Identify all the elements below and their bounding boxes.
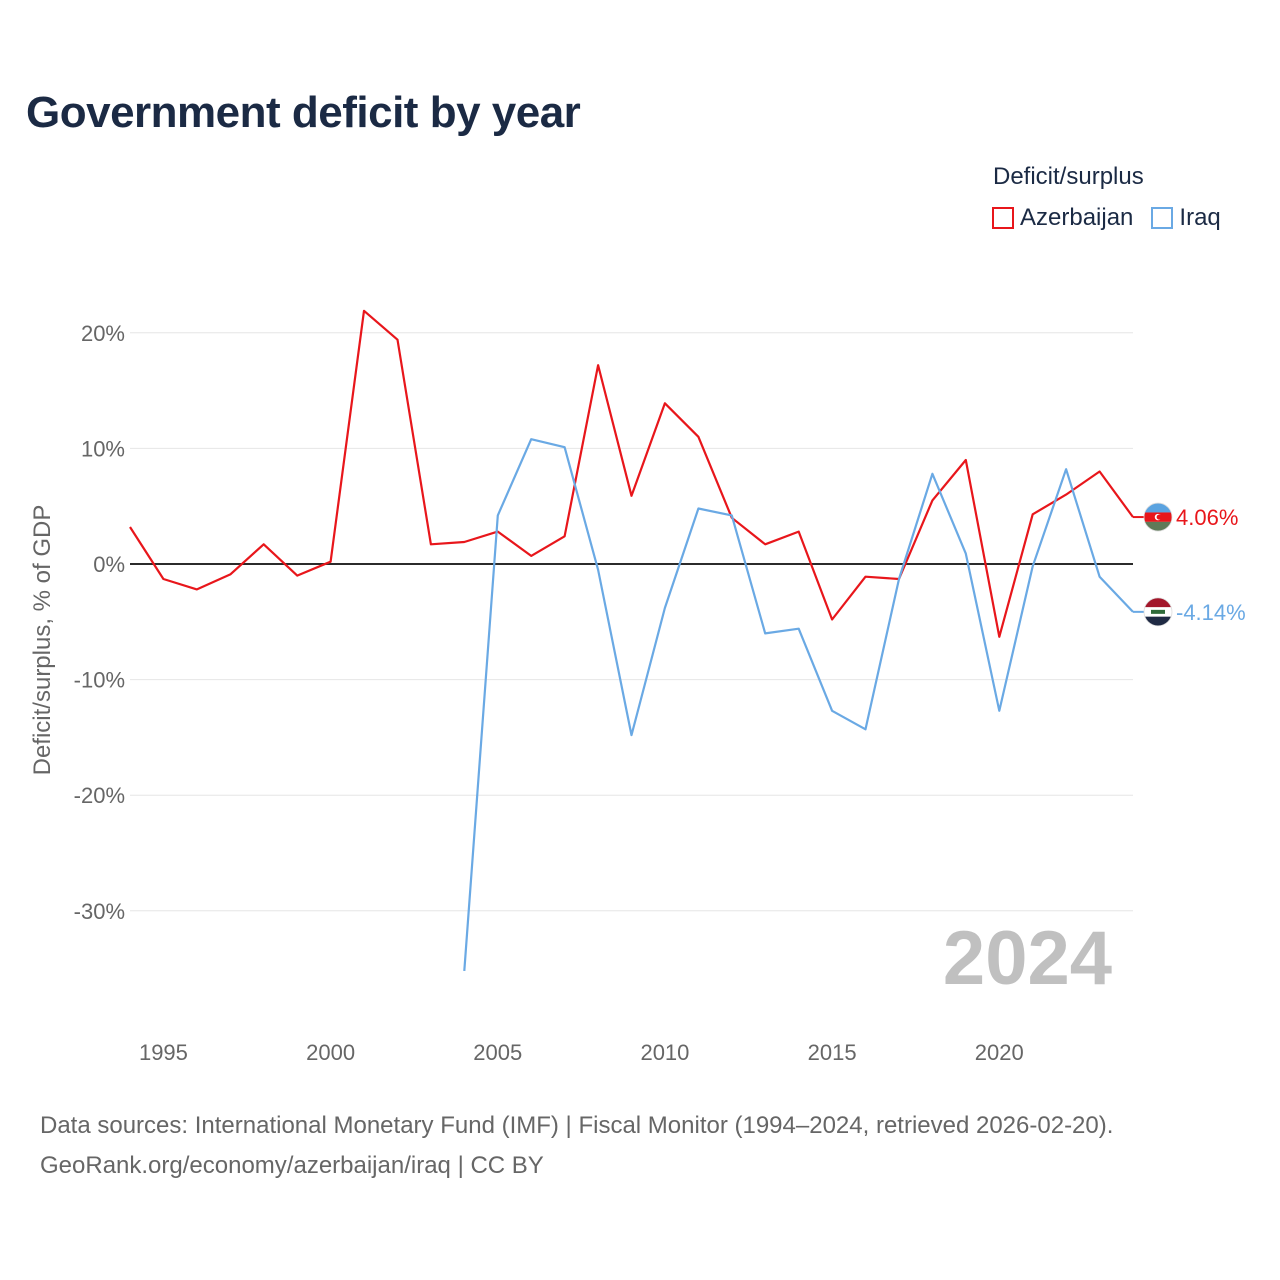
flag-stripes — [1144, 597, 1172, 626]
attribution-link[interactable]: GeoRank.org/economy/azerbaijan/iraq | CC… — [40, 1152, 544, 1179]
y-tick-label: -10% — [74, 668, 125, 693]
watermark-year: 2024 — [943, 916, 1112, 1001]
flag-crescent-cut — [1156, 514, 1162, 520]
chart-title: Government deficit by year — [26, 88, 581, 137]
legend-item-azerbaijan[interactable]: Azerbaijan — [992, 204, 1133, 232]
y-tick-label: 10% — [81, 436, 125, 461]
azerbaijan-flag-icon — [1143, 502, 1173, 532]
flag-stripe-black — [1144, 616, 1172, 626]
flag-stripe-blue — [1144, 503, 1172, 513]
flag-border — [1143, 502, 1173, 532]
legend: Azerbaijan Iraq — [992, 204, 1221, 232]
legend-swatch-iraq — [1151, 207, 1174, 229]
y-tick-label: 20% — [81, 321, 125, 346]
end-value-label-iraq: -4.14% — [1176, 600, 1246, 625]
legend-item-iraq[interactable]: Iraq — [1151, 204, 1221, 232]
flag-script — [1151, 609, 1165, 614]
y-axis-ticks: 20% 10% 0% -10% -20% -30% — [74, 321, 125, 924]
end-markers: 4.06% -4.14% — [1133, 502, 1246, 627]
flag-stripe-green — [1144, 521, 1172, 532]
gridlines — [130, 332, 1133, 912]
y-tick-label: -20% — [74, 783, 125, 808]
flag-stripes — [1144, 503, 1172, 532]
y-tick-label: -30% — [74, 899, 125, 924]
x-axis-ticks: 1995 2000 2005 2010 2015 2020 — [139, 1040, 1024, 1065]
data-series — [129, 309, 1134, 971]
y-tick-label: 0% — [93, 552, 125, 577]
data-source-text: Data sources: International Monetary Fun… — [40, 1112, 1114, 1139]
x-tick-label: 2015 — [808, 1040, 857, 1065]
legend-label-iraq: Iraq — [1179, 204, 1221, 231]
x-tick-label: 1995 — [139, 1040, 188, 1065]
footer: Data sources: International Monetary Fun… — [40, 1106, 1113, 1186]
legend-label-azerbaijan: Azerbaijan — [1020, 204, 1134, 231]
legend-title: Deficit/surplus — [993, 163, 1144, 190]
flag-border — [1143, 597, 1173, 627]
series-line-azerbaijan — [129, 309, 1134, 638]
x-tick-label: 2005 — [473, 1040, 522, 1065]
flag-stripe-red — [1144, 597, 1172, 608]
iraq-flag-icon — [1143, 597, 1173, 627]
x-tick-label: 2010 — [640, 1040, 689, 1065]
y-axis-label: Deficit/surplus, % of GDP — [29, 505, 56, 776]
end-value-label-azerbaijan: 4.06% — [1176, 505, 1238, 530]
legend-swatch-azerbaijan — [992, 207, 1014, 229]
x-tick-label: 2020 — [975, 1040, 1024, 1065]
series-line-iraq — [463, 438, 1134, 971]
x-tick-label: 2000 — [306, 1040, 355, 1065]
